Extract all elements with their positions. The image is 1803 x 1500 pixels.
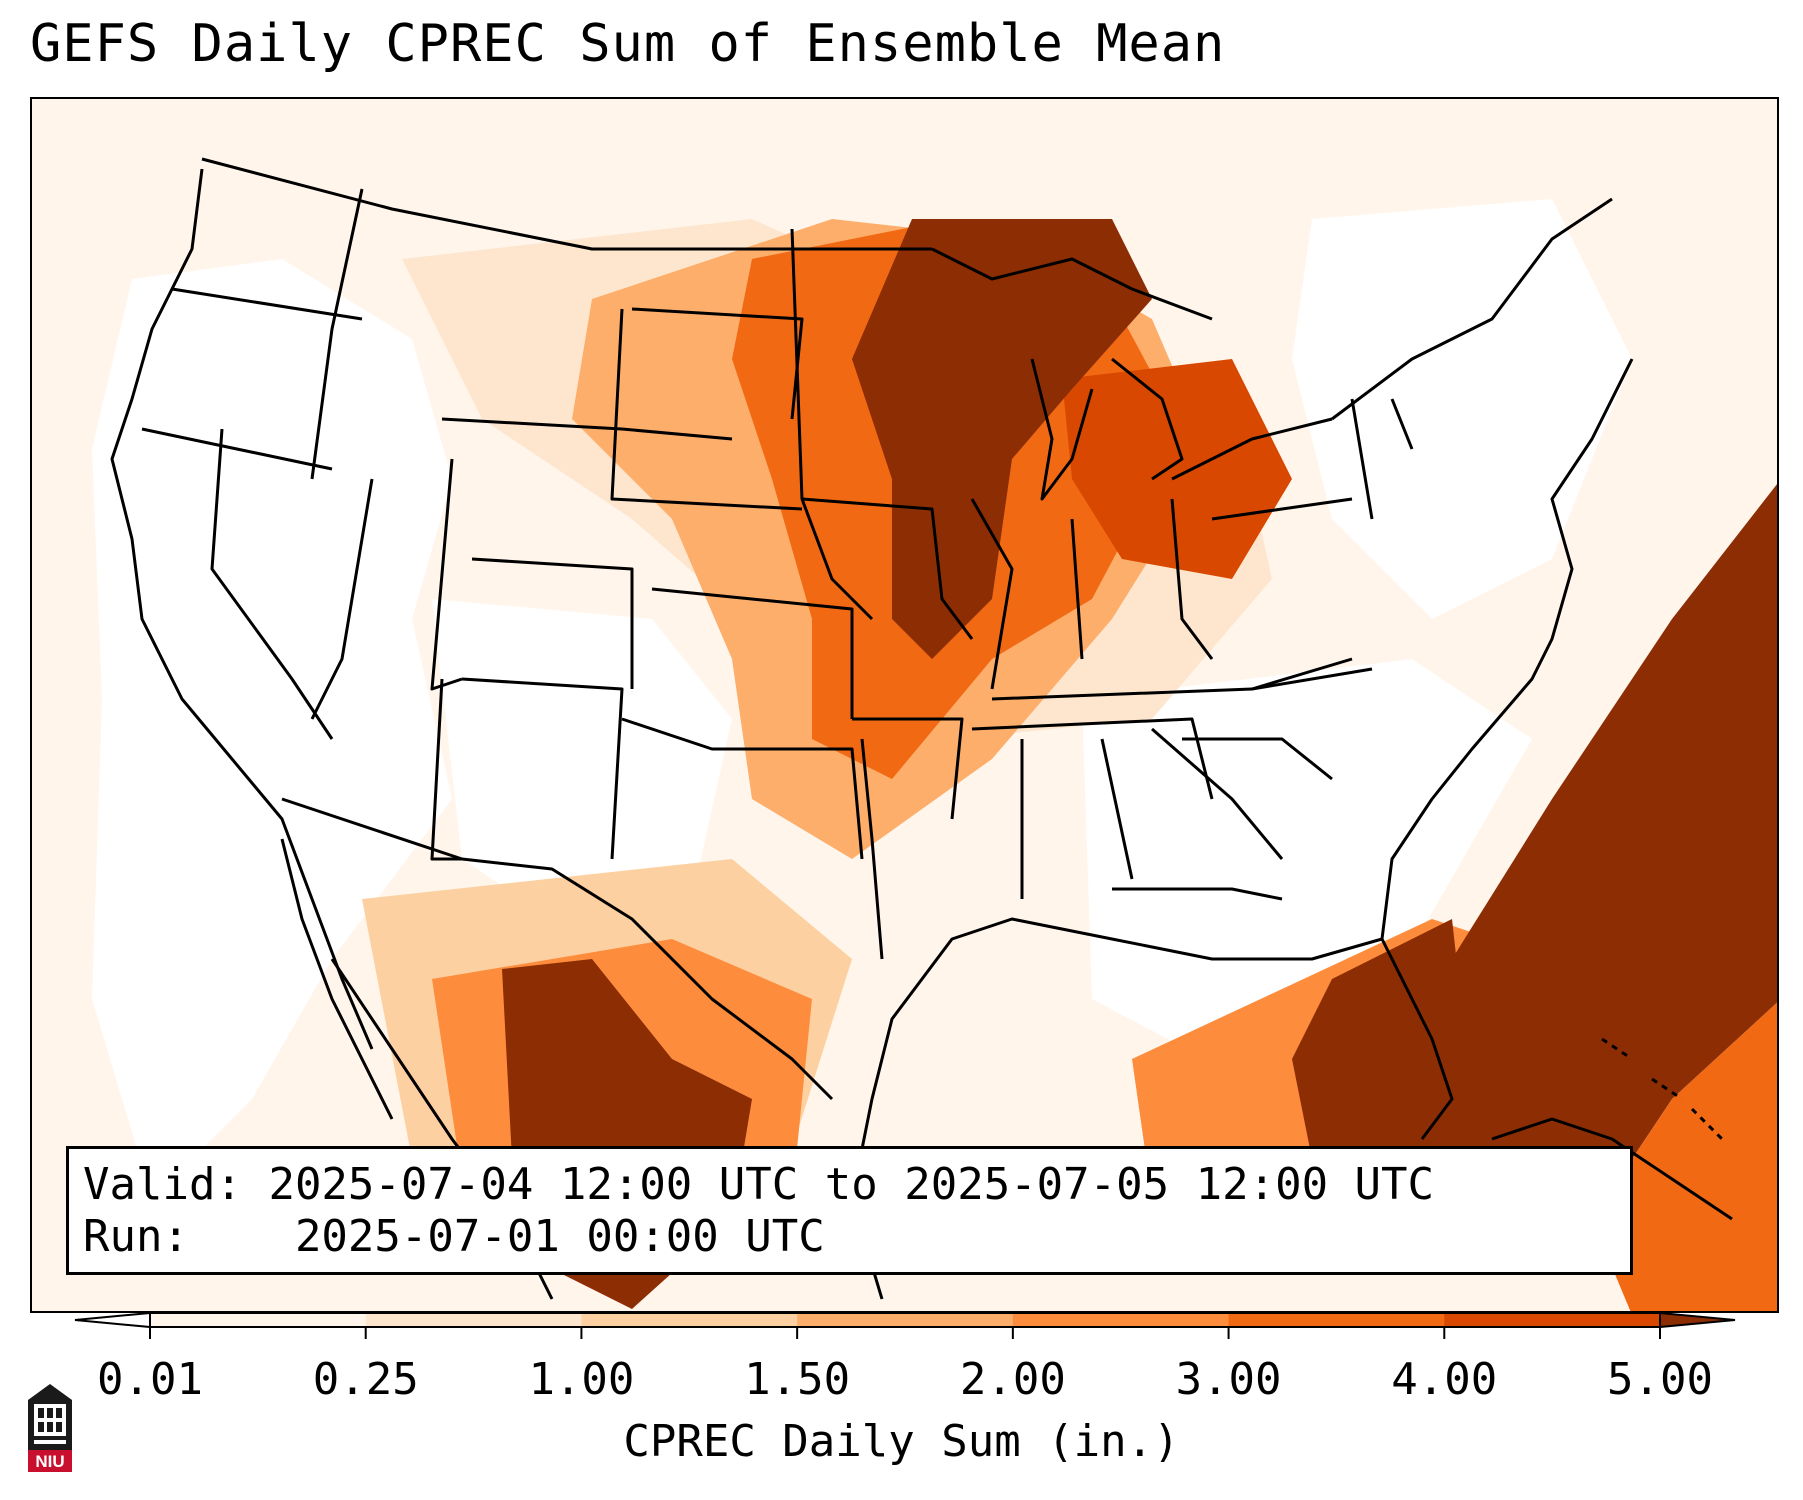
colorbar-segments — [74, 1311, 1736, 1329]
precip-area-500-florida — [1292, 919, 1472, 1179]
state-line-pa-ny — [1211, 497, 1353, 521]
precip-map — [30, 97, 1779, 1313]
state-line-il-in — [970, 498, 1014, 690]
chart-title: GEFS Daily CPREC Sum of Ensemble Mean — [30, 14, 1226, 74]
colorbar-label: CPREC Daily Sum (in.) — [623, 1416, 1180, 1467]
canada-border-west — [201, 157, 932, 251]
colorbar-segment — [797, 1313, 1014, 1327]
colorbar-tick-label: 4.00 — [1391, 1354, 1498, 1405]
state-line-or-wa — [171, 287, 363, 321]
state-line-us-mexico — [281, 797, 834, 1101]
atlantic-coastline — [1380, 358, 1634, 1140]
valid-time-range: 2025-07-04 12:00 UTC to 2025-07-05 12:00… — [268, 1159, 1435, 1210]
state-line-al-ga — [1100, 738, 1134, 880]
state-line-ny-ne — [1350, 398, 1374, 520]
university-tower-icon — [28, 1384, 72, 1450]
lake-erie-shore — [1171, 417, 1333, 481]
state-line-ok-tx — [621, 717, 864, 860]
niu-logo-text: NIU — [35, 1452, 64, 1471]
state-line-vt-nh — [1390, 398, 1414, 450]
state-line-ut-co — [430, 458, 463, 691]
colorbar-tick-label: 3.00 — [1175, 1354, 1282, 1405]
colorbar-segment — [1444, 1313, 1661, 1327]
state-line-nm-tx — [461, 677, 624, 860]
state-line-wy-sd-ne — [610, 308, 803, 511]
lake-huron-shore — [1111, 357, 1184, 481]
state-line-az-nm — [430, 678, 462, 861]
run-label: Run: — [83, 1211, 189, 1262]
state-line-in-oh — [1070, 518, 1084, 660]
state-line-co-ks — [471, 557, 634, 689]
niu-logo: NIU — [28, 1384, 72, 1472]
colorbar-segment — [1012, 1313, 1230, 1327]
canada-border-east — [1331, 197, 1613, 421]
state-line-nd-sd — [631, 307, 804, 420]
colorbar-tick-label: 1.00 — [528, 1354, 635, 1405]
precip-area-none-southeast — [1082, 659, 1532, 1099]
run-time: 2025-07-01 00:00 UTC — [294, 1211, 825, 1262]
colorbar — [74, 1311, 1736, 1339]
colorbar-segment — [1228, 1313, 1445, 1327]
state-line-id — [310, 188, 364, 480]
state-line-or-ca — [141, 427, 333, 471]
lake-michigan-shore — [1030, 358, 1094, 501]
state-line-mt-wy — [441, 417, 733, 441]
pacific-coastline — [110, 168, 374, 1050]
colorbar-segment — [150, 1313, 367, 1327]
state-line-mo-ar — [852, 717, 964, 820]
cuba-coastline — [1491, 1117, 1733, 1221]
precip-area-none-northeast — [1292, 199, 1632, 619]
colorbar-tick-label: 5.00 — [1607, 1354, 1713, 1405]
colorbar-tick-label: 2.00 — [959, 1354, 1066, 1405]
colorbar-tick-label: 1.50 — [744, 1354, 851, 1405]
colorbar-under-extension — [74, 1311, 151, 1329]
niu-logo-badge — [28, 1450, 72, 1472]
colorbar-segment — [581, 1313, 798, 1327]
precip-area-500-minnesota — [852, 219, 1152, 659]
validity-info-box: Valid: 2025-07-04 12:00 UTC to 2025-07-0… — [66, 1146, 1633, 1275]
valid-label: Valid: — [83, 1159, 242, 1210]
state-line-tx-la — [860, 738, 884, 960]
state-line-nc-sc — [1182, 737, 1333, 781]
state-line-nv-ut — [310, 478, 374, 720]
colorbar-tick-label: 0.01 — [97, 1354, 203, 1405]
state-line-ks-ok — [651, 587, 854, 719]
lake-superior-shore — [931, 247, 1213, 321]
precip-area-none-mid — [432, 599, 732, 919]
colorbar-outline — [149, 1312, 1661, 1328]
state-line-ca-nv — [210, 428, 334, 740]
colorbar-segment — [365, 1313, 582, 1327]
colorbar-ticks — [149, 1327, 1661, 1339]
state-line-mn-wi — [790, 228, 874, 621]
state-line-tn-ms-al — [971, 717, 1214, 800]
state-line-oh-pa — [1170, 498, 1214, 660]
state-line-va-nc — [1251, 667, 1373, 691]
state-line-ga-fl — [1112, 887, 1283, 901]
state-line-ga-sc — [1151, 727, 1284, 860]
state-borders — [110, 157, 1733, 1300]
precip-area-300-michigan — [1062, 359, 1292, 579]
precip-area-400-atlantic-edge — [1592, 1002, 1777, 1311]
state-line-ia-mo — [801, 497, 974, 640]
baja-coastline — [280, 838, 394, 1120]
precip-area-none-west — [92, 259, 452, 1199]
colorbar-tick-label: 0.25 — [312, 1354, 419, 1405]
colorbar-over-extension — [1659, 1311, 1736, 1329]
precip-map-svg — [32, 99, 1777, 1311]
